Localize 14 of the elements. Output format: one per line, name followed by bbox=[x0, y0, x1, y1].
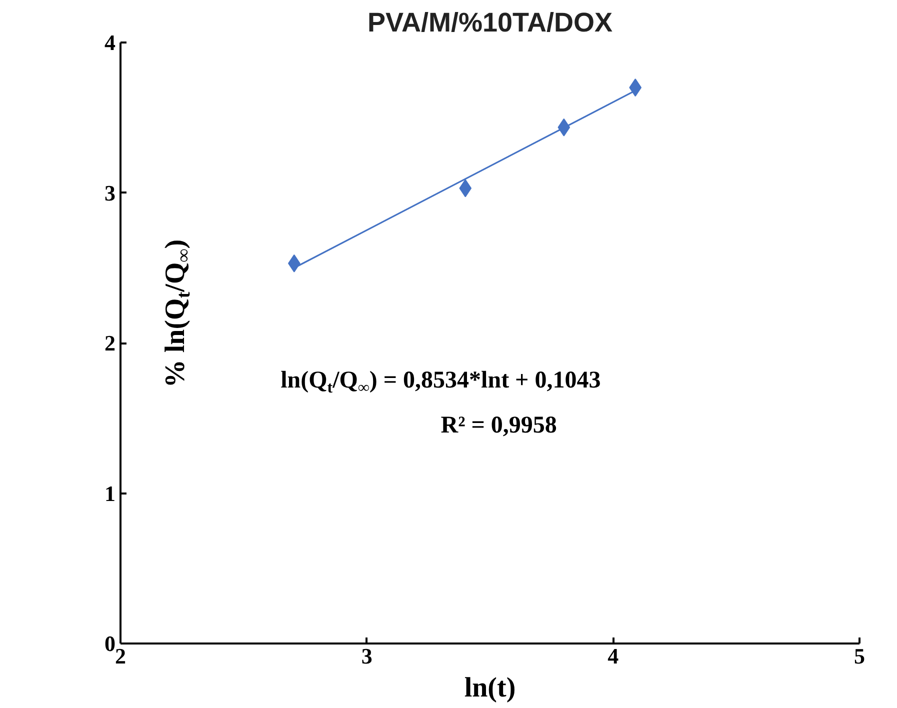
y-tick-label: 4 bbox=[104, 30, 116, 55]
x-tick-label: 5 bbox=[854, 644, 865, 668]
y-tick-label: 3 bbox=[104, 180, 116, 206]
annotation: R² = 0,9958 bbox=[440, 412, 557, 439]
y-tick-label: 2 bbox=[104, 330, 116, 356]
y-axis-title: % ln(Qt/Q∞) bbox=[160, 239, 194, 388]
chart-title: PVA/M/%10TA/DOX bbox=[367, 8, 613, 38]
point bbox=[459, 179, 472, 198]
x-tick-label: 3 bbox=[361, 644, 372, 668]
point bbox=[629, 78, 642, 97]
y-tick-label: 1 bbox=[104, 480, 116, 506]
y-tick-label: 0 bbox=[104, 631, 116, 656]
x-axis-title: ln(t) bbox=[464, 672, 516, 704]
x-tick-label: 4 bbox=[608, 644, 619, 668]
